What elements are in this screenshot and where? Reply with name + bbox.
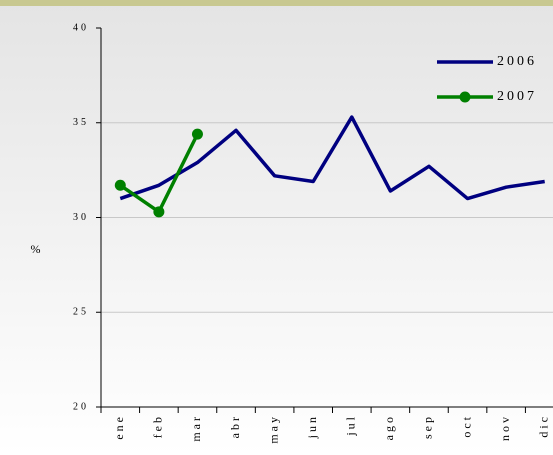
- y-tick-label: 30: [73, 212, 89, 223]
- x-tick-label: sep: [421, 414, 435, 439]
- y-tick-label: 20: [73, 401, 89, 412]
- legend-label: 2007: [497, 89, 537, 104]
- x-tick-label: mar: [189, 414, 203, 442]
- y-tick-label: 35: [73, 117, 89, 128]
- x-tick-label: nov: [498, 414, 512, 441]
- top-band: [0, 0, 553, 6]
- data-point: [153, 206, 165, 218]
- legend-marker: [459, 91, 471, 103]
- x-tick-label: feb: [151, 414, 165, 438]
- x-tick-label: ene: [112, 414, 126, 440]
- x-tick-label: dic: [536, 414, 550, 438]
- data-point: [114, 179, 126, 191]
- x-tick-label: abr: [228, 414, 242, 438]
- y-tick-label: 25: [73, 307, 89, 318]
- y-axis-label: %: [31, 242, 44, 256]
- x-tick-label: oct: [459, 414, 473, 438]
- x-tick-label: ago: [382, 414, 396, 440]
- y-tick-label: 40: [73, 22, 89, 33]
- x-tick-label: may: [266, 414, 280, 444]
- legend-label: 2006: [497, 54, 537, 69]
- data-point: [191, 128, 203, 140]
- series-line: [119, 115, 545, 201]
- x-tick-label: jun: [305, 414, 319, 439]
- x-tick-label: jul: [344, 414, 358, 437]
